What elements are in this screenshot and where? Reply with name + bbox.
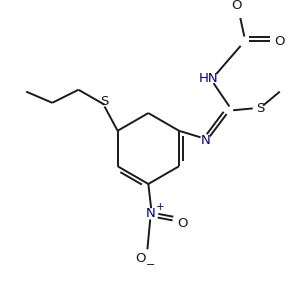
Text: O: O — [177, 217, 188, 230]
Text: S: S — [100, 95, 109, 108]
Text: O: O — [274, 35, 285, 48]
Text: N: N — [145, 207, 155, 220]
Text: O: O — [232, 0, 242, 12]
Text: −: − — [146, 260, 155, 270]
Text: HN: HN — [199, 72, 219, 85]
Text: N: N — [200, 134, 210, 147]
Text: O: O — [136, 252, 146, 265]
Text: +: + — [156, 202, 165, 212]
Text: S: S — [256, 102, 264, 115]
